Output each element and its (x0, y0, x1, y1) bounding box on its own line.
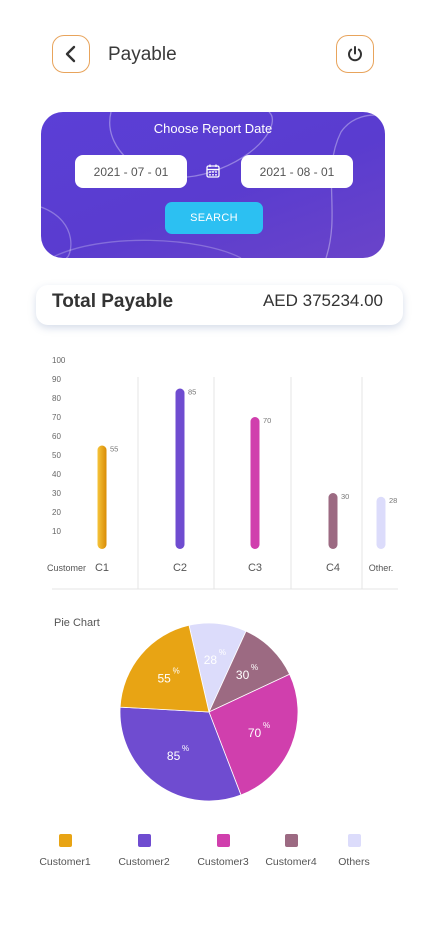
legend-label: Customer2 (118, 856, 170, 868)
power-icon (348, 46, 362, 62)
legend-label: Customer1 (39, 856, 91, 868)
y-tick-label: 20 (52, 508, 61, 517)
legend-item-customer3: Customer3 (197, 834, 249, 868)
legend-label: Customer3 (197, 856, 249, 868)
bar-c4 (328, 493, 338, 549)
bar-c1 (97, 445, 107, 549)
report-date-card: Choose Report Date 2021 - 07 - 01 2021 -… (41, 112, 385, 258)
y-tick-label: 30 (52, 489, 61, 498)
x-category-label: C3 (248, 562, 262, 574)
legend-swatch (284, 834, 298, 847)
legend-item-customer1: Customer1 (39, 834, 91, 868)
y-tick-label: 100 (52, 356, 66, 365)
legend-swatch (347, 834, 361, 847)
bar-c2 (175, 388, 185, 549)
legend-item-customer4: Customer4 (265, 834, 317, 868)
pie-slice-label: 28 (204, 653, 218, 667)
pie-percent-sign: % (182, 744, 189, 753)
bar-data-label: 85 (188, 388, 196, 397)
header: Payable (0, 35, 428, 75)
pie-slice-label: 85 (167, 749, 181, 763)
pie-percent-sign: % (251, 663, 258, 672)
calendar-icon[interactable] (206, 164, 220, 178)
back-button[interactable] (52, 35, 90, 73)
y-tick-label: 90 (52, 375, 61, 384)
legend-item-others: Others (336, 834, 372, 868)
y-tick-label: 70 (52, 413, 61, 422)
total-payable-value: AED 375234.00 (262, 291, 383, 310)
y-tick-label: 10 (52, 527, 61, 536)
pie-slice-customer1 (119, 624, 210, 713)
y-tick-label: 80 (52, 394, 61, 403)
x-category-label: C1 (95, 562, 109, 574)
back-arrow-icon (65, 45, 76, 63)
pie-percent-sign: % (219, 648, 226, 657)
card-decoration (41, 112, 385, 258)
total-payable-label: Total Payable (52, 291, 174, 312)
legend-swatch (58, 834, 72, 847)
x-axis-label: Customer (47, 563, 86, 573)
pie-percent-sign: % (173, 667, 180, 676)
bar-data-label: 70 (263, 416, 271, 425)
pie-chart: 28%30%70%85%55% (119, 622, 299, 802)
pie-percent-sign: % (263, 721, 270, 730)
legend-item-customer2: Customer2 (118, 834, 170, 868)
legend-swatch (137, 834, 151, 847)
power-button[interactable] (336, 35, 374, 73)
x-category-label: C2 (173, 562, 187, 574)
total-payable-card: Total Payable AED 375234.00 (36, 285, 403, 325)
x-category-label: C4 (326, 562, 340, 574)
pie-slice-customer2 (119, 706, 242, 802)
y-tick-label: 40 (52, 470, 61, 479)
legend-swatch (216, 834, 230, 847)
pie-slice-customer3 (208, 673, 299, 796)
x-category-label: Other. (369, 563, 394, 573)
to-date-field[interactable]: 2021 - 08 - 01 (241, 155, 353, 188)
pie-chart-title: Pie Chart (54, 617, 100, 629)
bar-data-label: 28 (389, 496, 397, 505)
bar-data-label: 55 (110, 445, 118, 454)
search-button[interactable]: SEARCH (165, 202, 263, 234)
y-tick-label: 60 (52, 432, 61, 441)
bar-other (376, 496, 386, 549)
y-tick-label: 50 (52, 451, 61, 460)
pie-slice-label: 70 (248, 726, 262, 740)
from-date-field[interactable]: 2021 - 07 - 01 (75, 155, 187, 188)
legend-label: Customer4 (265, 856, 317, 868)
pie-legend: Customer1 Customer2 Customer3 Customer4 … (0, 834, 428, 874)
pie-slice-label: 30 (236, 668, 250, 682)
report-date-title: Choose Report Date (153, 121, 273, 136)
legend-label: Others (338, 856, 370, 868)
pie-slice-label: 55 (157, 672, 171, 686)
bar-c3 (250, 417, 260, 549)
bar-chart: 10 20 30 40 50 60 70 80 90 100 55 C1 85 C2 70 C3 30 C4 28 O… (47, 356, 398, 590)
bar-data-label: 30 (341, 492, 349, 501)
page-title: Payable (108, 44, 177, 65)
